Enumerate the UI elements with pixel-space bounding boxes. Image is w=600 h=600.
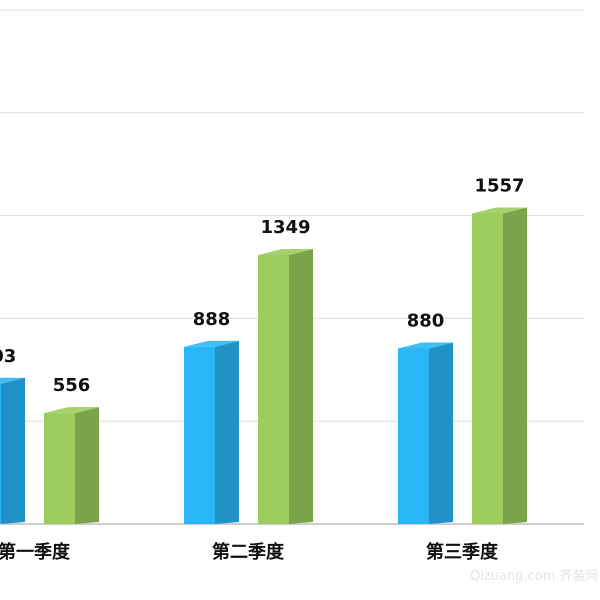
bar-side xyxy=(1,377,25,524)
data-label: 888 xyxy=(193,309,231,330)
data-label: 880 xyxy=(407,310,445,331)
bar-front xyxy=(184,346,215,524)
bar-front xyxy=(44,413,75,524)
bar-front xyxy=(258,254,289,524)
bar-front xyxy=(398,348,429,524)
data-label: 1557 xyxy=(474,175,524,196)
category-label: 第一季度 xyxy=(0,541,71,563)
bar-side xyxy=(429,342,453,524)
bar xyxy=(184,340,239,524)
bar-front xyxy=(0,383,1,524)
bar-top xyxy=(0,377,25,384)
bar-top xyxy=(184,340,239,347)
category-label: 第二季度 xyxy=(212,541,285,563)
bar xyxy=(472,207,527,524)
data-label: 703 xyxy=(0,346,16,367)
bar-top xyxy=(44,407,99,414)
bar xyxy=(258,248,313,524)
category-label: 第三季度 xyxy=(426,541,499,563)
bar-front xyxy=(472,213,503,524)
data-label: 1349 xyxy=(260,217,310,238)
bar-side xyxy=(503,207,527,524)
bar-top xyxy=(472,207,527,214)
bar xyxy=(398,342,453,524)
bar xyxy=(0,377,25,524)
bar-side xyxy=(289,248,313,524)
data-label: 556 xyxy=(53,375,91,396)
bar-side xyxy=(75,407,99,524)
bar-side xyxy=(215,340,239,524)
watermark: Qizuang.com 齐装网 xyxy=(470,568,598,584)
bar-top xyxy=(398,342,453,349)
bar xyxy=(44,407,99,524)
bar-top xyxy=(258,248,313,255)
